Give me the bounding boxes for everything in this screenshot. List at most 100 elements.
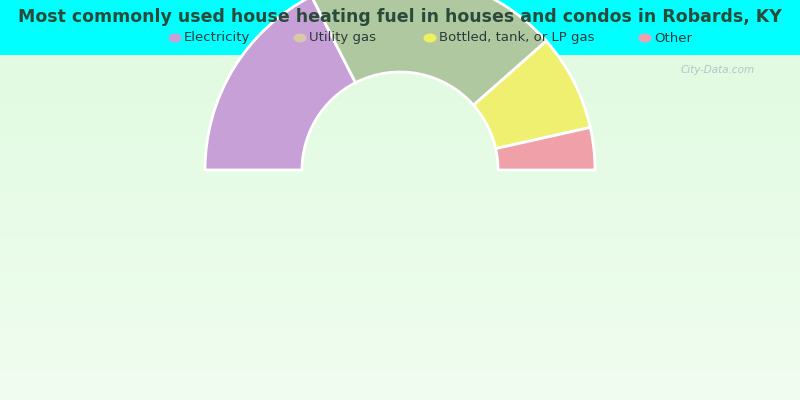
Bar — [0, 193, 800, 194]
Bar — [0, 268, 800, 269]
Bar — [0, 74, 800, 75]
Bar — [0, 226, 800, 227]
Bar — [0, 289, 800, 290]
Bar — [0, 174, 800, 175]
Bar — [0, 272, 800, 273]
Bar — [0, 279, 800, 280]
Bar — [0, 25, 800, 26]
Bar — [0, 337, 800, 338]
Bar — [0, 328, 800, 329]
Bar — [0, 343, 800, 344]
Bar — [0, 313, 800, 314]
Ellipse shape — [638, 34, 651, 42]
Bar — [0, 391, 800, 392]
Bar — [0, 128, 800, 129]
Bar — [0, 232, 800, 233]
Bar — [0, 397, 800, 398]
Bar — [0, 354, 800, 355]
Bar — [0, 121, 800, 122]
Bar — [0, 236, 800, 237]
Bar — [0, 381, 800, 382]
Bar — [0, 338, 800, 339]
Bar — [0, 30, 800, 31]
Bar — [0, 175, 800, 176]
Bar — [0, 360, 800, 361]
Bar — [0, 154, 800, 155]
Bar — [0, 388, 800, 389]
Text: Bottled, tank, or LP gas: Bottled, tank, or LP gas — [439, 32, 594, 44]
Bar — [0, 252, 800, 253]
Bar — [0, 127, 800, 128]
Bar — [0, 5, 800, 6]
Bar — [0, 188, 800, 189]
Bar — [0, 212, 800, 213]
Bar — [0, 201, 800, 202]
Bar — [0, 323, 800, 324]
Bar — [0, 142, 800, 143]
Bar — [0, 66, 800, 67]
Bar — [0, 4, 800, 5]
Bar — [0, 162, 800, 163]
Bar — [0, 298, 800, 299]
Bar — [0, 32, 800, 33]
Bar — [0, 260, 800, 261]
Bar — [0, 331, 800, 332]
Bar — [0, 102, 800, 103]
Bar — [0, 79, 800, 80]
Bar — [0, 54, 800, 55]
Bar — [0, 72, 800, 73]
Bar — [0, 64, 800, 65]
Bar — [0, 218, 800, 219]
Bar — [0, 167, 800, 168]
Bar — [0, 73, 800, 74]
Bar — [0, 56, 800, 57]
Bar — [0, 50, 800, 51]
Bar — [0, 240, 800, 241]
Bar — [0, 96, 800, 97]
Text: City-Data.com: City-Data.com — [681, 65, 755, 75]
Bar — [0, 395, 800, 396]
Bar — [0, 83, 800, 84]
Bar — [0, 45, 800, 46]
Bar — [0, 106, 800, 107]
Bar — [0, 295, 800, 296]
Bar — [0, 357, 800, 358]
Bar — [0, 37, 800, 38]
Bar — [0, 254, 800, 255]
Bar — [0, 306, 800, 307]
Bar — [0, 147, 800, 148]
Bar — [0, 108, 800, 109]
Bar — [0, 255, 800, 256]
Bar — [0, 194, 800, 195]
Bar — [0, 317, 800, 318]
Bar — [0, 10, 800, 11]
Bar — [0, 17, 800, 18]
Bar — [0, 87, 800, 88]
Bar — [0, 386, 800, 387]
Bar — [0, 125, 800, 126]
Bar — [0, 69, 800, 70]
Bar — [0, 285, 800, 286]
Bar — [0, 312, 800, 313]
Bar — [0, 34, 800, 35]
Wedge shape — [474, 41, 590, 149]
Bar — [0, 244, 800, 245]
Bar — [0, 183, 800, 184]
Bar — [0, 189, 800, 190]
Bar — [0, 296, 800, 297]
Bar — [0, 8, 800, 9]
Bar — [0, 51, 800, 52]
Bar — [0, 227, 800, 228]
Bar — [0, 159, 800, 160]
Bar — [0, 325, 800, 326]
Bar — [0, 101, 800, 102]
Bar — [0, 115, 800, 116]
Bar — [0, 2, 800, 3]
Bar — [0, 78, 800, 79]
Bar — [0, 136, 800, 137]
Bar — [0, 209, 800, 210]
Bar — [0, 207, 800, 208]
Bar — [0, 149, 800, 150]
Bar — [0, 297, 800, 298]
Bar — [0, 148, 800, 149]
